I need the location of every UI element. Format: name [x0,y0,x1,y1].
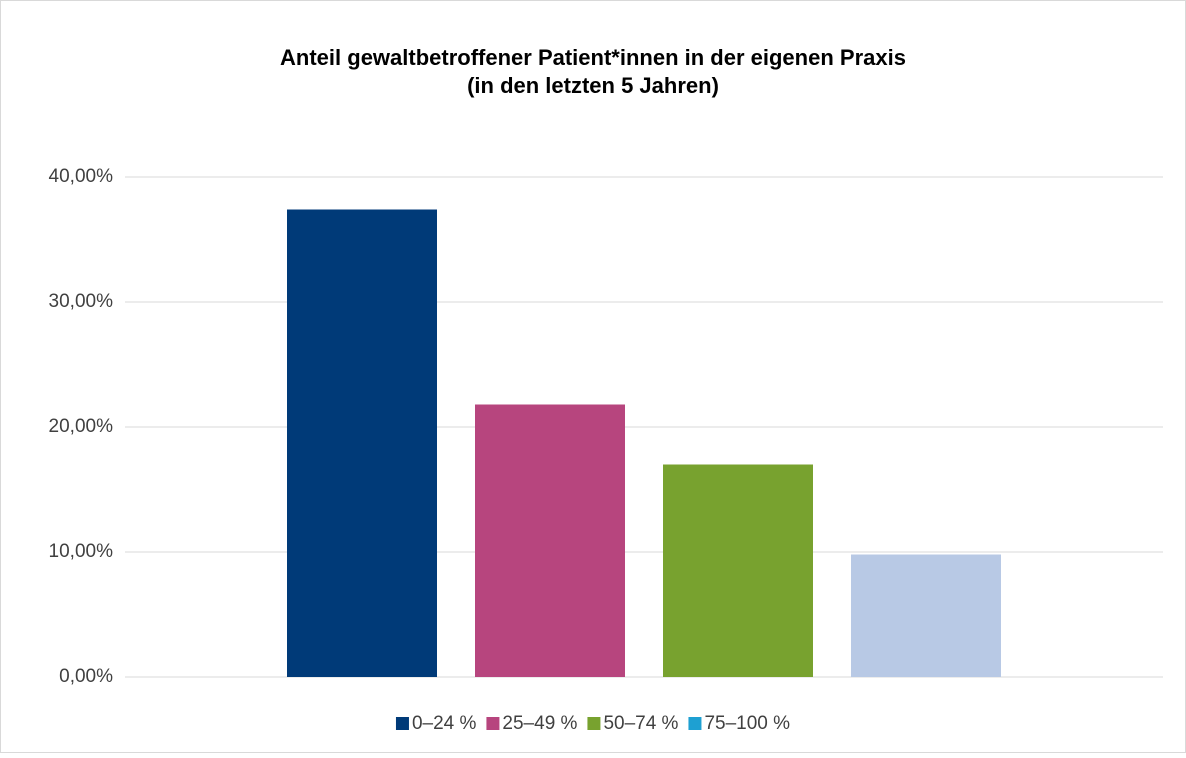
chart-title: (in den letzten 5 Jahren) [467,73,719,98]
y-tick-label: 30,00% [49,291,114,312]
legend-label: 50–74 % [603,713,678,734]
legend-label: 25–49 % [502,713,577,734]
legend-swatch [486,717,500,730]
bar [663,464,813,677]
y-tick-label: 40,00% [49,166,114,187]
y-tick-label: 0,00% [59,666,113,687]
legend-label: 0–24 % [412,713,477,734]
legend-swatch [395,717,409,730]
bar [851,554,1001,677]
legend-swatch [688,717,702,730]
y-tick-label: 10,00% [49,541,114,562]
legend-label: 75–100 % [704,713,790,734]
bar [287,209,437,677]
y-tick-label: 20,00% [49,416,114,437]
legend-swatch [587,717,601,730]
bar [475,404,625,677]
chart-title: Anteil gewaltbetroffener Patient*innen i… [280,45,906,70]
